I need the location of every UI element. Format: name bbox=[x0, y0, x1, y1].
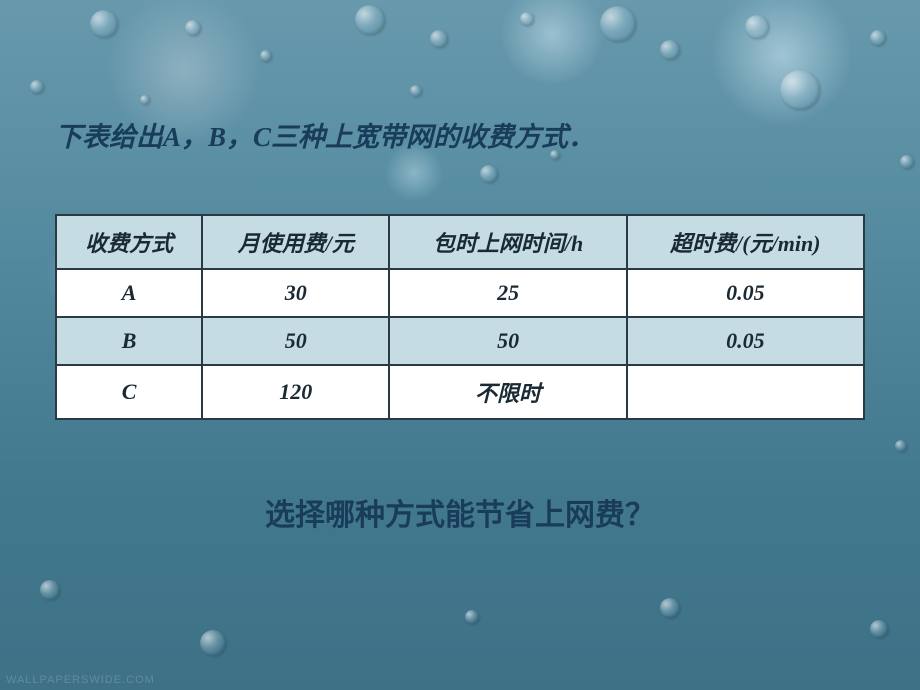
droplet bbox=[660, 598, 680, 618]
cell-overtime: 0.05 bbox=[627, 269, 864, 317]
watermark: WALLPAPERSWIDE.COM bbox=[6, 674, 155, 686]
cell-overtime bbox=[627, 365, 864, 419]
cell-overtime: 0.05 bbox=[627, 317, 864, 365]
droplet bbox=[200, 630, 226, 656]
table-row: A 30 25 0.05 bbox=[56, 269, 864, 317]
droplet bbox=[40, 580, 60, 600]
cell-fee: 50 bbox=[202, 317, 389, 365]
header-hours: 包时上网时间/h bbox=[389, 215, 626, 269]
header-overtime: 超时费/(元/min) bbox=[627, 215, 864, 269]
question-text: 选择哪种方式能节省上网费？ bbox=[55, 490, 865, 534]
cell-fee: 120 bbox=[202, 365, 389, 419]
cell-hours: 50 bbox=[389, 317, 626, 365]
pricing-table: 收费方式 月使用费/元 包时上网时间/h 超时费/(元/min) A 30 25… bbox=[55, 214, 865, 420]
header-plan: 收费方式 bbox=[56, 215, 202, 269]
cell-fee: 30 bbox=[202, 269, 389, 317]
cell-plan: C bbox=[56, 365, 202, 419]
table-row: C 120 不限时 bbox=[56, 365, 864, 419]
cell-plan: A bbox=[56, 269, 202, 317]
table-row: B 50 50 0.05 bbox=[56, 317, 864, 365]
cell-hours: 25 bbox=[389, 269, 626, 317]
cell-plan: B bbox=[56, 317, 202, 365]
header-fee: 月使用费/元 bbox=[202, 215, 389, 269]
droplet bbox=[465, 610, 479, 624]
table-header-row: 收费方式 月使用费/元 包时上网时间/h 超时费/(元/min) bbox=[56, 215, 864, 269]
droplet bbox=[870, 620, 888, 638]
slide-content: 下表给出A，B，C三种上宽带网的收费方式． 收费方式 月使用费/元 包时上网时间… bbox=[0, 0, 920, 534]
cell-hours: 不限时 bbox=[389, 365, 626, 419]
intro-text: 下表给出A，B，C三种上宽带网的收费方式． bbox=[55, 115, 865, 154]
